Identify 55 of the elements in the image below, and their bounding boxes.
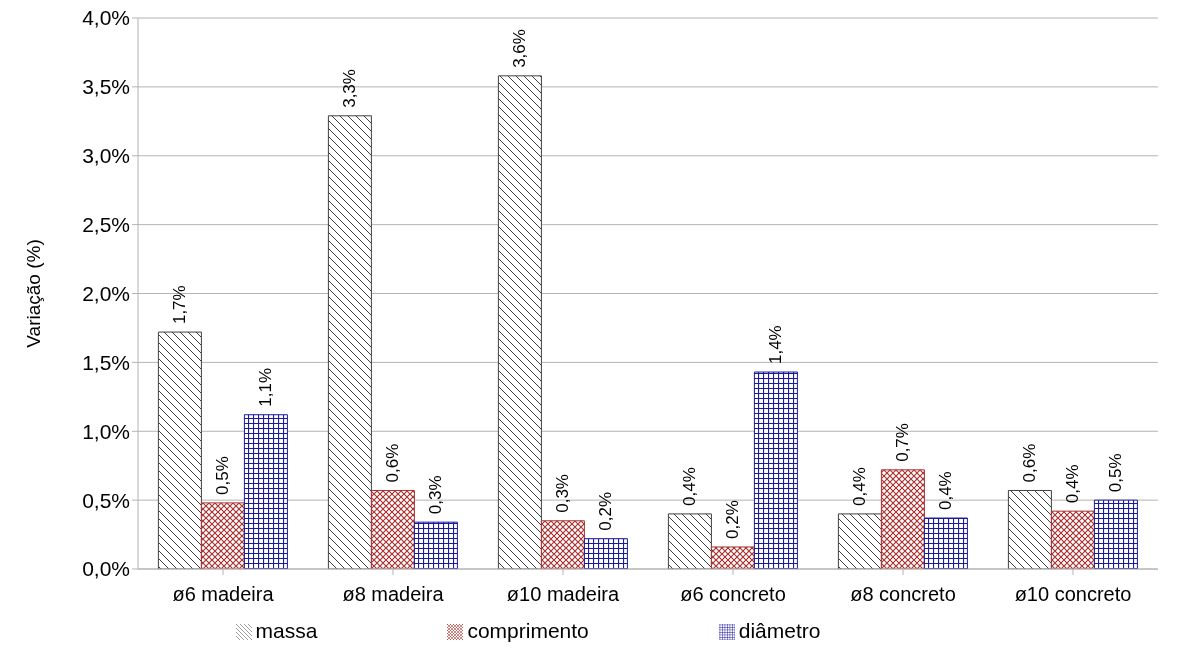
x-tick-label: ø6 madeira xyxy=(172,583,275,606)
data-label: 1,1% xyxy=(256,367,276,407)
y-tick-label: 3,5% xyxy=(82,75,130,99)
bar xyxy=(837,513,882,569)
data-label: 0,4% xyxy=(850,467,870,506)
data-label: 0,2% xyxy=(723,500,743,539)
bar xyxy=(1050,510,1095,569)
data-label: 3,3% xyxy=(340,69,360,108)
y-tick-label: 1,5% xyxy=(82,350,130,374)
y-tick-label: 2,5% xyxy=(82,213,130,237)
y-tick-label: 4,0% xyxy=(82,6,130,30)
data-label: 1,7% xyxy=(170,285,190,325)
bar xyxy=(667,513,712,569)
bar xyxy=(157,331,202,569)
data-label: 0,7% xyxy=(893,423,913,462)
y-tick-label: 2,0% xyxy=(82,281,130,305)
y-tick-label: 0,0% xyxy=(82,557,130,581)
data-label: 0,5% xyxy=(213,456,233,495)
bar xyxy=(497,75,542,569)
data-label: 0,4% xyxy=(680,467,700,506)
legend-label: diâmetro xyxy=(738,619,821,642)
x-tick-label: ø10 concreto xyxy=(1014,583,1132,606)
y-tick-label: 0,5% xyxy=(82,488,130,512)
x-tick-label: ø8 madeira xyxy=(342,583,445,606)
bar xyxy=(327,115,372,569)
data-label: 0,4% xyxy=(1063,464,1083,504)
data-label: 0,3% xyxy=(553,474,573,513)
bar xyxy=(753,371,798,569)
bar xyxy=(923,517,968,569)
data-label: 3,6% xyxy=(510,29,530,68)
data-label: 0,4% xyxy=(936,471,956,511)
y-axis-title: Variação (%) xyxy=(22,239,44,348)
bar xyxy=(880,469,925,569)
bar xyxy=(200,502,245,569)
legend-label: comprimento xyxy=(467,619,589,642)
y-tick-label: 3,0% xyxy=(82,144,130,168)
bar xyxy=(1093,499,1138,569)
x-tick-label: ø10 madeira xyxy=(506,583,621,606)
legend-label: massa xyxy=(255,619,318,642)
x-tick-label: ø8 concreto xyxy=(850,583,956,606)
bar xyxy=(243,414,288,569)
bar xyxy=(583,538,628,569)
bar xyxy=(370,489,415,569)
data-label: 0,6% xyxy=(383,443,403,483)
data-label: 0,5% xyxy=(1106,453,1126,493)
x-tick-label: ø6 concreto xyxy=(680,583,786,606)
data-label: 1,4% xyxy=(766,325,786,365)
data-label: 0,2% xyxy=(596,491,616,531)
bar xyxy=(413,521,458,569)
data-label: 0,6% xyxy=(1020,443,1040,483)
bar xyxy=(1007,489,1052,569)
y-tick-label: 1,0% xyxy=(82,419,130,443)
data-label: 0,3% xyxy=(426,475,446,515)
bar xyxy=(540,520,585,569)
bar xyxy=(710,546,755,569)
